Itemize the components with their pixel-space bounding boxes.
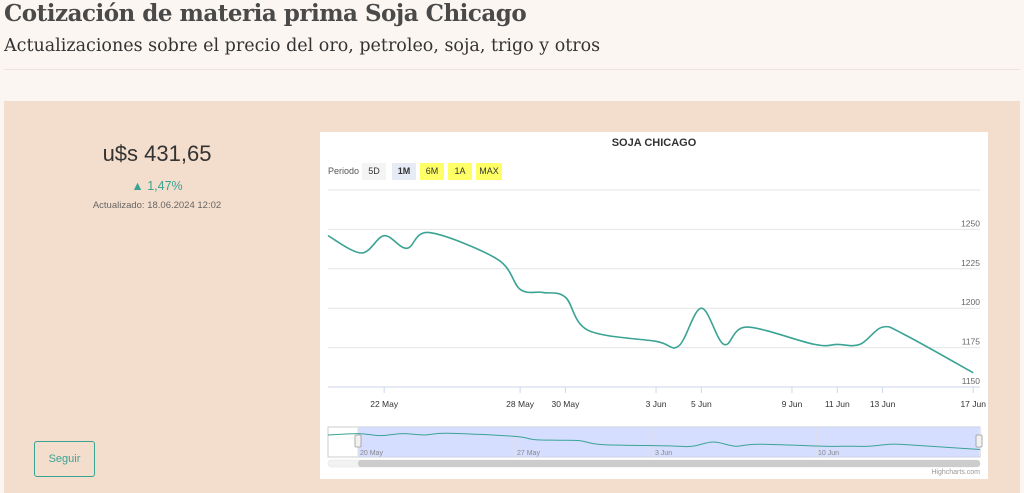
navigator-label-3-jun: 3 Jun	[655, 450, 672, 457]
navigator-handle-right[interactable]	[975, 434, 983, 448]
price-change: ▲ 1,47%	[131, 179, 183, 193]
x-tick-label-28-may: 28 May	[506, 399, 535, 409]
x-tick-label-5-jun: 5 Jun	[691, 399, 712, 409]
y-tick-label-1225: 1225	[961, 258, 980, 268]
x-tick-label-17-jun: 17 Jun	[960, 399, 986, 409]
navigator-series	[327, 432, 981, 450]
y-tick-label-1175: 1175	[962, 337, 981, 347]
x-tick-label-13-jun: 13 Jun	[870, 399, 896, 409]
page-subtitle: Actualizaciones sobre el precio del oro,…	[4, 36, 601, 56]
x-tick-label-22-may: 22 May	[370, 399, 399, 409]
navigator-selection	[358, 427, 979, 457]
updated-timestamp: Actualizado: 18.06.2024 12:02	[92, 200, 222, 211]
chart-credits[interactable]: Highcharts.com	[931, 469, 980, 476]
price-value: u$s 431,65	[102, 141, 212, 166]
period-label: Periodo	[328, 166, 360, 176]
follow-button[interactable]: Seguir	[34, 441, 95, 477]
navigator-label-27-may: 27 May	[517, 450, 540, 457]
range-button-1m[interactable]: 1M	[392, 163, 416, 180]
y-tick-label-1150: 1150	[962, 376, 981, 386]
range-button-5d[interactable]: 5D	[362, 163, 386, 180]
chart-title: SOJA CHICAGO	[611, 137, 697, 149]
series-line	[327, 231, 974, 374]
x-tick-label-9-jun: 9 Jun	[782, 399, 803, 409]
navigator-handle-left[interactable]	[354, 434, 362, 448]
x-tick-label-11-jun: 11 Jun	[825, 399, 850, 409]
navigator-label-10-jun: 10 Jun	[818, 450, 839, 457]
header-divider	[4, 69, 1020, 70]
x-tick-label-3-jun: 3 Jun	[646, 399, 667, 409]
chart-container: 1150 1175 1200 1225 1250 22 May 28 May 30 May 3 …	[320, 132, 988, 479]
page-title: Cotización de materia prima Soja Chicago	[4, 0, 527, 27]
y-tick-label-1200: 1200	[961, 297, 980, 307]
y-tick-label-1250: 1250	[961, 218, 980, 228]
price-chart: 1150 1175 1200 1225 1250 22 May 28 May 30 May 3 …	[327, 189, 986, 468]
range-button-max[interactable]: MAX	[476, 163, 502, 180]
range-button-1a[interactable]: 1A	[448, 163, 472, 180]
x-tick-label-30-may: 30 May	[551, 399, 580, 409]
scrollbar-thumb[interactable]	[358, 460, 980, 467]
navigator-label-20-may: 20 May	[360, 450, 383, 457]
range-button-6m[interactable]: 6M	[420, 163, 444, 180]
